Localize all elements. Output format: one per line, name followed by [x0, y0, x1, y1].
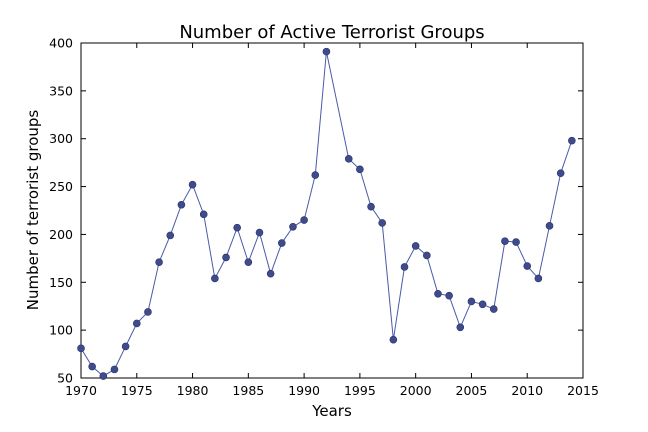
- x-axis-label: Years: [311, 402, 352, 420]
- data-point: [300, 216, 308, 224]
- data-point: [277, 239, 286, 247]
- data-point: [456, 323, 465, 332]
- data-point: [188, 180, 197, 189]
- data-point: [545, 222, 554, 230]
- data-point: [121, 342, 130, 351]
- x-tick-label: 2010: [511, 383, 543, 398]
- data-point: [434, 289, 442, 298]
- data-point: [489, 305, 498, 313]
- plot-area: [80, 42, 584, 379]
- data-point: [534, 274, 543, 283]
- x-tick-label: 1995: [344, 383, 376, 398]
- data-point: [155, 258, 163, 266]
- data-point: [367, 202, 375, 211]
- data-point: [222, 253, 230, 262]
- x-tick-label: 1990: [288, 383, 320, 398]
- x-tick-label: 2015: [567, 383, 599, 398]
- data-point: [244, 258, 253, 266]
- data-point: [501, 237, 509, 245]
- data-point: [88, 362, 96, 371]
- y-axis: 50 100 150 200 250 300 350 400: [49, 36, 583, 386]
- x-axis: 1970 1975 1980 1985 1990 1995 2000 2005 2010 2015: [65, 43, 599, 398]
- x-tick-label: 1980: [177, 383, 209, 398]
- data-point: [77, 344, 85, 353]
- data-point: [289, 222, 297, 231]
- y-tick-label: 250: [49, 179, 73, 194]
- data-point: [411, 242, 420, 250]
- data-point: [523, 262, 532, 270]
- data-point: [322, 47, 331, 56]
- series-line: [80, 51, 573, 377]
- y-tick-label: 350: [49, 83, 73, 98]
- data-point: [389, 335, 398, 344]
- data-point: [512, 238, 520, 246]
- data-point: [556, 169, 565, 177]
- data-point: [110, 365, 119, 374]
- data-point: [211, 274, 219, 283]
- data-point: [166, 231, 175, 240]
- x-tick-label: 1975: [121, 383, 153, 398]
- data-point: [144, 308, 152, 316]
- data-point: [378, 219, 387, 227]
- data-point: [344, 155, 353, 163]
- y-axis-label: Number of terrorist groups: [24, 110, 42, 311]
- data-point: [568, 136, 576, 145]
- x-tick-label: 1970: [65, 383, 97, 398]
- y-tick-label: 50: [57, 371, 73, 386]
- data-point: [423, 251, 431, 260]
- data-point: [478, 300, 487, 309]
- chart-title: Number of Active Terrorist Groups: [179, 22, 484, 43]
- data-point: [311, 171, 320, 179]
- data-point: [445, 291, 453, 300]
- data-point: [199, 210, 208, 219]
- y-tick-label: 200: [49, 227, 73, 242]
- y-tick-label: 400: [49, 36, 73, 51]
- data-point: [132, 319, 141, 328]
- data-point: [233, 223, 241, 232]
- y-tick-label: 150: [49, 275, 73, 290]
- y-tick-label: 100: [49, 323, 73, 338]
- data-point: [266, 269, 275, 278]
- x-tick-label: 1985: [232, 383, 264, 398]
- data-point: [255, 228, 264, 237]
- data-point: [177, 200, 186, 209]
- data-point: [356, 165, 364, 174]
- x-tick-label: 2000: [400, 383, 432, 398]
- y-tick-label: 300: [49, 131, 73, 146]
- data-point: [400, 263, 409, 271]
- data-point: [467, 297, 476, 306]
- x-tick-label: 2005: [456, 383, 488, 398]
- data-points: [77, 47, 576, 380]
- data-point: [99, 372, 108, 380]
